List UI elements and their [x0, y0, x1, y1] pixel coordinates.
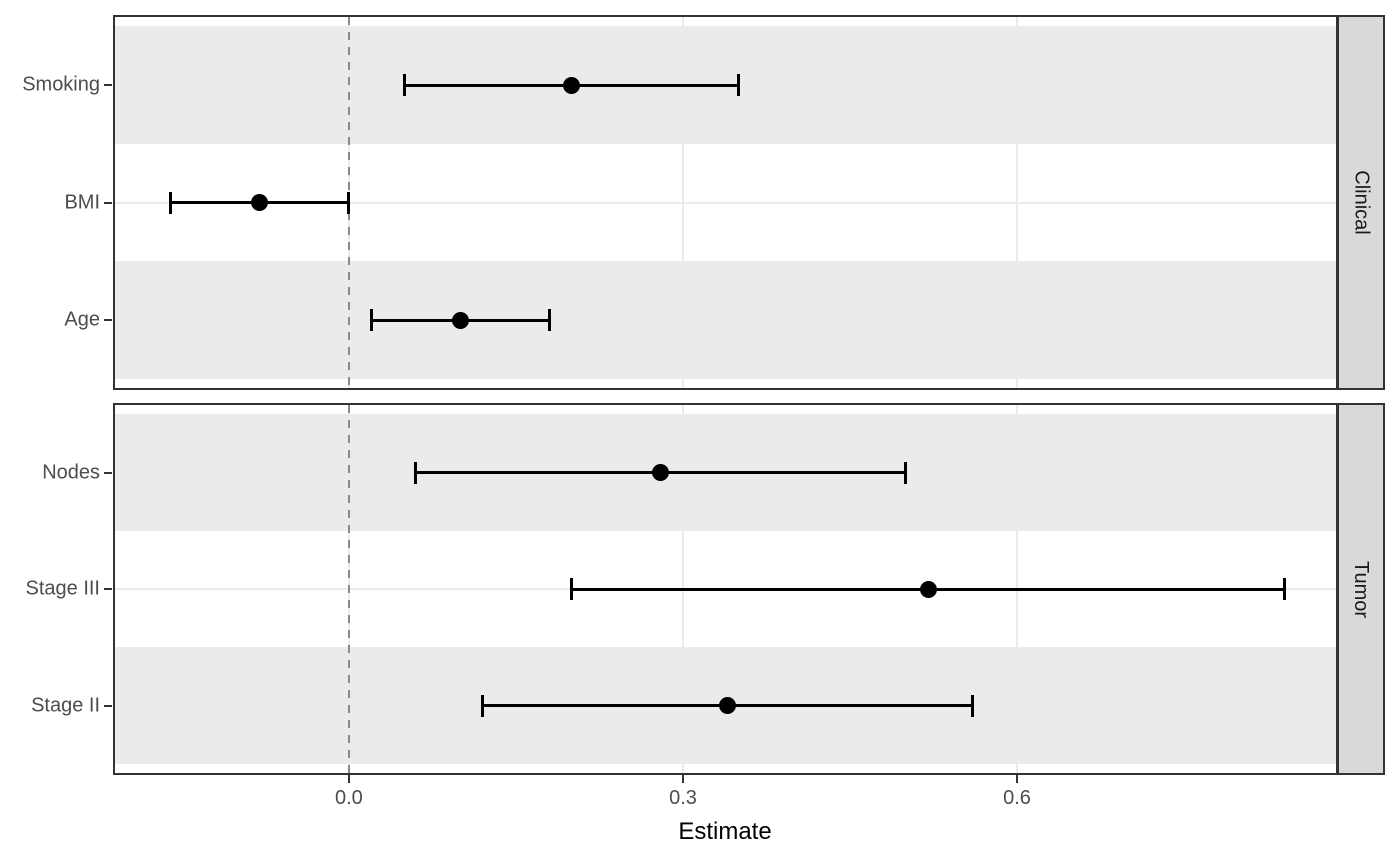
ci-cap-high	[547, 309, 551, 331]
ci-cap-low	[169, 191, 173, 214]
y-axis-label: Nodes	[42, 461, 100, 483]
x-axis-tick	[682, 775, 684, 783]
zero-reference-line	[347, 405, 350, 773]
ci-cap-high	[971, 694, 974, 717]
y-axis-label: Stage II	[31, 694, 100, 716]
facet-strip-clinical: Clinical	[1337, 15, 1385, 390]
x-axis-tick	[347, 775, 350, 783]
x-axis-tick-label: 0.0	[334, 787, 363, 809]
y-axis-label: Stage III	[25, 577, 101, 600]
estimate-point-bmi	[251, 194, 269, 211]
x-axis-tick-label: 0.6	[1003, 787, 1031, 809]
ci-cap-high	[904, 461, 908, 484]
y-axis-tick	[104, 471, 112, 474]
ci-cap-low	[403, 74, 406, 96]
facet-strip-label: Tumor	[1350, 560, 1373, 618]
y-gridline	[115, 319, 1336, 321]
estimate-point-age	[451, 311, 469, 329]
y-axis-label: BMI	[64, 191, 100, 213]
y-axis-tick	[104, 319, 112, 321]
y-axis-tick	[104, 84, 112, 86]
facet-panel-tumor	[113, 403, 1338, 775]
y-axis-tick	[104, 201, 112, 204]
estimate-point-stage-ii	[719, 697, 736, 714]
ci-cap-high	[1282, 578, 1286, 600]
y-axis-label: Smoking	[22, 73, 100, 96]
x-axis-tick-label: 0.3	[669, 787, 697, 809]
ci-cap-high	[737, 74, 741, 96]
x-axis-title: Estimate	[678, 818, 772, 845]
y-axis-label: Age	[64, 308, 100, 331]
y-axis-tick	[104, 704, 112, 707]
y-gridline	[115, 201, 1336, 204]
estimate-point-stage-iii	[919, 580, 937, 598]
ci-cap-high	[347, 191, 351, 214]
ci-cap-low	[369, 309, 373, 331]
estimate-point-nodes	[652, 464, 670, 481]
facet-strip-label: Clinical	[1350, 170, 1373, 235]
x-axis-tick	[1016, 775, 1018, 783]
ci-cap-low	[481, 694, 484, 717]
y-axis-tick	[104, 588, 112, 590]
ci-cap-low	[414, 461, 418, 484]
ci-cap-low	[570, 578, 574, 600]
facet-panel-clinical	[113, 15, 1338, 390]
estimate-point-smoking	[563, 76, 581, 94]
facet-strip-tumor: Tumor	[1337, 403, 1385, 775]
